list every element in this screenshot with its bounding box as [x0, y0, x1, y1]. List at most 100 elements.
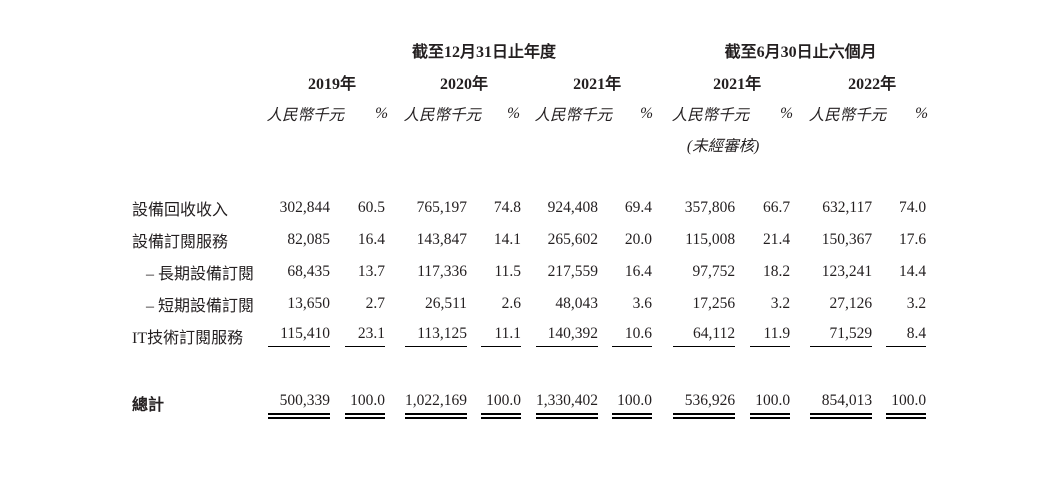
percent-header: % [507, 105, 520, 122]
pct-value-cell: 10.6 [612, 320, 653, 352]
revenue-breakdown-table: 截至12月31日止年度 截至6月30日止六個月 2019年 2020年 2021… [0, 34, 1055, 420]
rmb-value-cell: 115,410 [245, 320, 344, 352]
year-header-2019: 2019年 [307, 76, 356, 93]
rmb-value-cell: 115,008 [685, 231, 736, 248]
spacer-row [0, 352, 1055, 386]
pct-value-cell: 60.5 [357, 199, 385, 216]
rmb-value-cell: 632,117 [822, 199, 873, 216]
rmb-value-cell: 82,085 [287, 231, 330, 248]
spacer-cell [928, 66, 1055, 98]
group-header-interim: 截至6月30日止六個月 [724, 44, 877, 61]
percent-header: % [640, 105, 654, 122]
unaudited-row: (未經審核) [0, 130, 1055, 160]
rmb-value-cell: 357,806 [684, 199, 736, 216]
pct-value-cell: 3.2 [770, 295, 791, 312]
spacer-cell [928, 288, 1055, 320]
spacer-cell [793, 130, 1055, 160]
rmb-unit-header: 人民幣千元 [266, 107, 344, 124]
pct-value-cell: 74.8 [493, 199, 521, 216]
spacer-cell [928, 320, 1055, 352]
spacer-cell [928, 98, 1055, 130]
percent-header: % [375, 105, 388, 122]
rmb-value-cell: 150,367 [821, 231, 873, 248]
table-row-equipment-recycling: 設備回收收入 302,844 60.5 765,197 74.8 924,408… [0, 192, 1055, 224]
year-header-2020: 2020年 [439, 76, 488, 93]
spacer-cell [928, 192, 1055, 224]
spacer-cell [928, 386, 1055, 420]
rmb-value-cell: 97,752 [692, 263, 736, 280]
pct-value-cell: 3.6 [632, 295, 652, 312]
rmb-value-cell: 265,602 [547, 231, 598, 248]
rmb-value-cell: 765,197 [416, 199, 467, 216]
pct-value-cell: 66.7 [762, 199, 791, 216]
row-label: – 長期設備訂閱 [146, 266, 255, 283]
table-row-equipment-subscription: 設備訂閱服務 82,085 16.4 143,847 14.1 265,602 … [0, 224, 1055, 256]
pct-value-cell: 2.6 [501, 295, 521, 312]
table-row-shortterm-subscription: – 短期設備訂閱 13,650 2.7 26,511 2.6 48,043 3.… [0, 288, 1055, 320]
total-label: 總計 [132, 397, 165, 414]
year-header-2021: 2021年 [573, 76, 622, 93]
group-header-row: 截至12月31日止年度 截至6月30日止六個月 [0, 34, 1055, 66]
rmb-unit-header: 人民幣千元 [403, 107, 481, 124]
rmb-value-cell: 1,330,402 [520, 386, 612, 420]
pct-value-cell: 16.4 [357, 231, 385, 248]
pct-value-cell: 2.7 [365, 295, 385, 312]
pct-value-cell: 13.7 [357, 263, 385, 280]
year-header-row: 2019年 2020年 2021年 2021年 2022年 [0, 66, 1055, 98]
rmb-value-cell: 143,847 [416, 231, 467, 248]
year-header-2021-interim: 2021年 [713, 76, 762, 93]
rmb-value-cell: 123,241 [821, 263, 873, 280]
rmb-value-cell: 500,339 [245, 386, 344, 420]
rmb-value-cell: 48,043 [555, 295, 598, 312]
pct-value-cell: 20.0 [624, 231, 652, 248]
pct-value-cell: 100.0 [749, 386, 793, 420]
pct-value-cell: 16.4 [624, 263, 652, 280]
rmb-value-cell: 27,126 [829, 295, 873, 312]
rmb-value-cell: 924,408 [547, 199, 598, 216]
pct-value-cell: 100.0 [344, 386, 388, 420]
rmb-unit-header: 人民幣千元 [671, 107, 750, 124]
rmb-value-cell: 854,013 [793, 386, 886, 420]
row-label: – 短期設備訂閱 [146, 298, 255, 315]
rmb-value-cell: 71,529 [793, 320, 886, 352]
rmb-value-cell: 1,022,169 [388, 386, 481, 420]
rmb-unit-header: 人民幣千元 [534, 107, 612, 124]
pct-value-cell: 23.1 [344, 320, 388, 352]
row-label: IT技術訂閱服務 [132, 330, 244, 347]
table-row-total: 總計 500,339 100.0 1,022,169 100.0 1,330,4… [0, 386, 1055, 420]
table-row-it-subscription: IT技術訂閱服務 115,410 23.1 113,125 11.1 140,3… [0, 320, 1055, 352]
rmb-unit-header: 人民幣千元 [808, 107, 887, 124]
spacer-cell [928, 224, 1055, 256]
percent-header: % [915, 105, 929, 122]
spacer-cell [0, 34, 245, 66]
rmb-value-cell: 113,125 [388, 320, 481, 352]
rmb-value-cell: 17,256 [692, 295, 736, 312]
spacer-cell [0, 130, 653, 160]
spacer-cell [928, 256, 1055, 288]
percent-header: % [780, 105, 794, 122]
pct-value-cell: 14.1 [493, 231, 521, 248]
group-header-annual: 截至12月31日止年度 [412, 44, 557, 61]
spacer-row [0, 160, 1055, 192]
rmb-value-cell: 64,112 [653, 320, 749, 352]
row-label: 設備回收收入 [132, 202, 229, 219]
rmb-value-cell: 217,559 [547, 263, 598, 280]
pct-value-cell: 74.0 [898, 199, 927, 216]
rmb-value-cell: 13,650 [287, 295, 330, 312]
pct-value-cell: 3.2 [906, 295, 927, 312]
pct-value-cell: 17.6 [898, 231, 927, 248]
pct-value-cell: 14.4 [898, 263, 927, 280]
year-header-2022: 2022年 [848, 76, 897, 93]
spacer-cell [0, 98, 245, 130]
pct-value-cell: 69.4 [624, 199, 652, 216]
rmb-value-cell: 302,844 [279, 199, 330, 216]
rmb-value-cell: 140,392 [520, 320, 612, 352]
rmb-value-cell: 536,926 [653, 386, 749, 420]
pct-value-cell: 11.5 [494, 263, 521, 280]
pct-value-cell: 100.0 [481, 386, 521, 420]
pct-value-cell: 11.9 [749, 320, 793, 352]
pct-value-cell: 8.4 [886, 320, 928, 352]
rmb-value-cell: 26,511 [424, 295, 467, 312]
pct-value-cell: 18.2 [762, 263, 791, 280]
spacer-cell [0, 66, 245, 98]
